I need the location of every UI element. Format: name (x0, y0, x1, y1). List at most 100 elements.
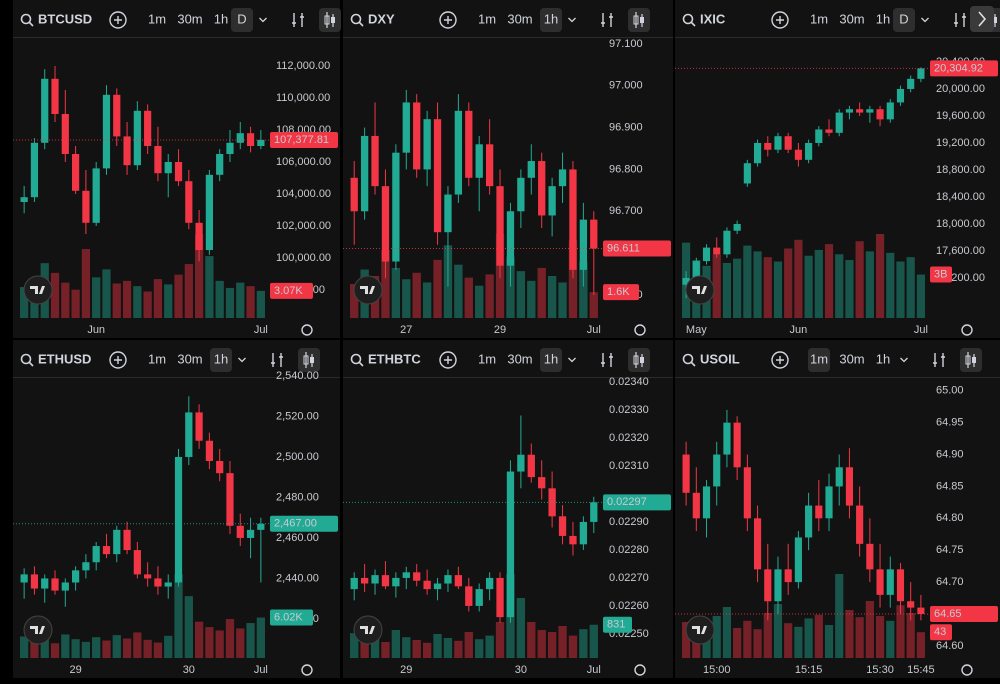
chart-type-button[interactable] (298, 348, 320, 372)
interval-button[interactable]: 1h (544, 351, 558, 366)
interval-button[interactable]: 1m (478, 351, 496, 366)
volume-bar (225, 619, 235, 658)
add-symbol-button[interactable] (109, 11, 127, 29)
volume-bar (122, 280, 132, 318)
interval-button[interactable]: 30m (177, 11, 202, 26)
settings-button[interactable] (634, 664, 646, 676)
volume-bar (164, 284, 173, 318)
collapse-button[interactable] (970, 6, 994, 32)
settings-button[interactable] (301, 664, 313, 676)
add-symbol-button[interactable] (439, 351, 457, 369)
interval-dropdown[interactable] (259, 17, 267, 23)
interval-button[interactable]: 1h (214, 351, 228, 366)
settings-button[interactable] (301, 324, 313, 336)
interval-button[interactable]: 30m (507, 11, 532, 26)
interval-button[interactable]: 30m (839, 351, 864, 366)
add-symbol-button[interactable] (109, 351, 127, 369)
add-symbol-button[interactable] (439, 11, 457, 29)
candle-body (444, 194, 452, 233)
collapse-icon (978, 11, 987, 27)
interval-button[interactable]: 1m (478, 11, 496, 26)
chart-type-button[interactable] (960, 348, 982, 372)
chart-type-button[interactable] (319, 8, 341, 32)
volume-bar (412, 640, 421, 658)
volume-bar (763, 257, 772, 318)
candle-body (205, 440, 213, 462)
y-tick-label: 19,600.00 (936, 110, 985, 122)
interval-dropdown[interactable] (238, 357, 246, 363)
interval-button[interactable]: 1m (810, 351, 828, 366)
interval-button[interactable]: D (237, 11, 246, 26)
candle-body (835, 112, 843, 133)
y-tick-label: 97.100 (609, 38, 643, 50)
candle-body (743, 467, 751, 519)
indicators-icon[interactable] (601, 353, 613, 367)
symbol-name[interactable]: ETHUSD (38, 351, 91, 366)
volume-bar (81, 641, 91, 658)
volume-bar (20, 287, 29, 318)
volume-bar (855, 241, 864, 318)
interval-button[interactable]: 1h (876, 11, 890, 26)
candle-body (815, 129, 823, 143)
interval-button[interactable]: 30m (839, 11, 864, 26)
symbol-name[interactable]: DXY (368, 11, 395, 26)
add-symbol-button[interactable] (771, 11, 789, 29)
indicators-icon[interactable] (933, 353, 945, 367)
active-interval (893, 8, 915, 32)
indicators-icon[interactable] (601, 13, 613, 27)
symbol-name[interactable]: USOIL (700, 351, 740, 366)
indicators-icon[interactable] (292, 13, 304, 27)
interval-button[interactable]: 1m (148, 11, 166, 26)
interval-dropdown[interactable] (900, 357, 908, 363)
volume-bar (256, 617, 265, 658)
interval-button[interactable]: 1h (214, 11, 228, 26)
candle-body (723, 422, 731, 455)
volume-bar (865, 601, 874, 658)
last-price-badge (930, 60, 998, 77)
interval-button[interactable]: 30m (177, 351, 202, 366)
volume-bar (402, 637, 411, 658)
settings-button[interactable] (634, 324, 646, 336)
volume-bar (92, 637, 101, 658)
x-tick-label: 30 (515, 664, 527, 676)
add-symbol-button[interactable] (771, 351, 789, 369)
interval-dropdown[interactable] (568, 357, 576, 363)
y-tick-label: 102,000.00 (276, 220, 331, 232)
volume-bar (537, 267, 546, 318)
add-symbol-icon (114, 356, 122, 364)
candle-body (496, 577, 504, 618)
interval-button[interactable]: 1m (148, 351, 166, 366)
indicators-icon[interactable] (271, 353, 283, 367)
settings-button[interactable] (961, 664, 973, 676)
indicators-icon[interactable] (954, 13, 966, 27)
chart-type-button[interactable] (628, 8, 650, 32)
candle-body (454, 575, 463, 587)
volume-bar (692, 631, 701, 658)
candle-body (423, 580, 431, 590)
settings-button[interactable] (961, 324, 973, 336)
candle-icon (965, 355, 971, 365)
interval-button[interactable]: D (899, 11, 908, 26)
interval-dropdown[interactable] (568, 17, 576, 23)
candle-body (257, 523, 265, 530)
x-tick-label: Jul (914, 324, 928, 336)
chart-type-button[interactable] (628, 348, 650, 372)
interval-button[interactable]: 1h (544, 11, 558, 26)
candle-body (702, 486, 711, 519)
interval-button[interactable]: 30m (507, 351, 532, 366)
y-tick-label: 0.02330 (609, 404, 649, 416)
symbol-name[interactable]: BTCUSD (38, 11, 92, 26)
symbol-name[interactable]: ETHBTC (368, 351, 421, 366)
symbol-name[interactable]: IXIC (700, 11, 726, 26)
candle-body (682, 277, 690, 285)
interval-button[interactable]: 1m (810, 11, 828, 26)
candle-body (92, 168, 100, 223)
chart-panel: DXY 1m 30m 1h 97.100 97.000 96.900 96.800 96.700… (343, 0, 673, 338)
candle-body (257, 139, 265, 146)
candle-icon (640, 17, 644, 23)
interval-button[interactable]: 1h (876, 351, 890, 366)
active-interval (808, 348, 830, 372)
x-tick-label: 15:00 (703, 664, 731, 676)
interval-dropdown[interactable] (921, 17, 929, 23)
